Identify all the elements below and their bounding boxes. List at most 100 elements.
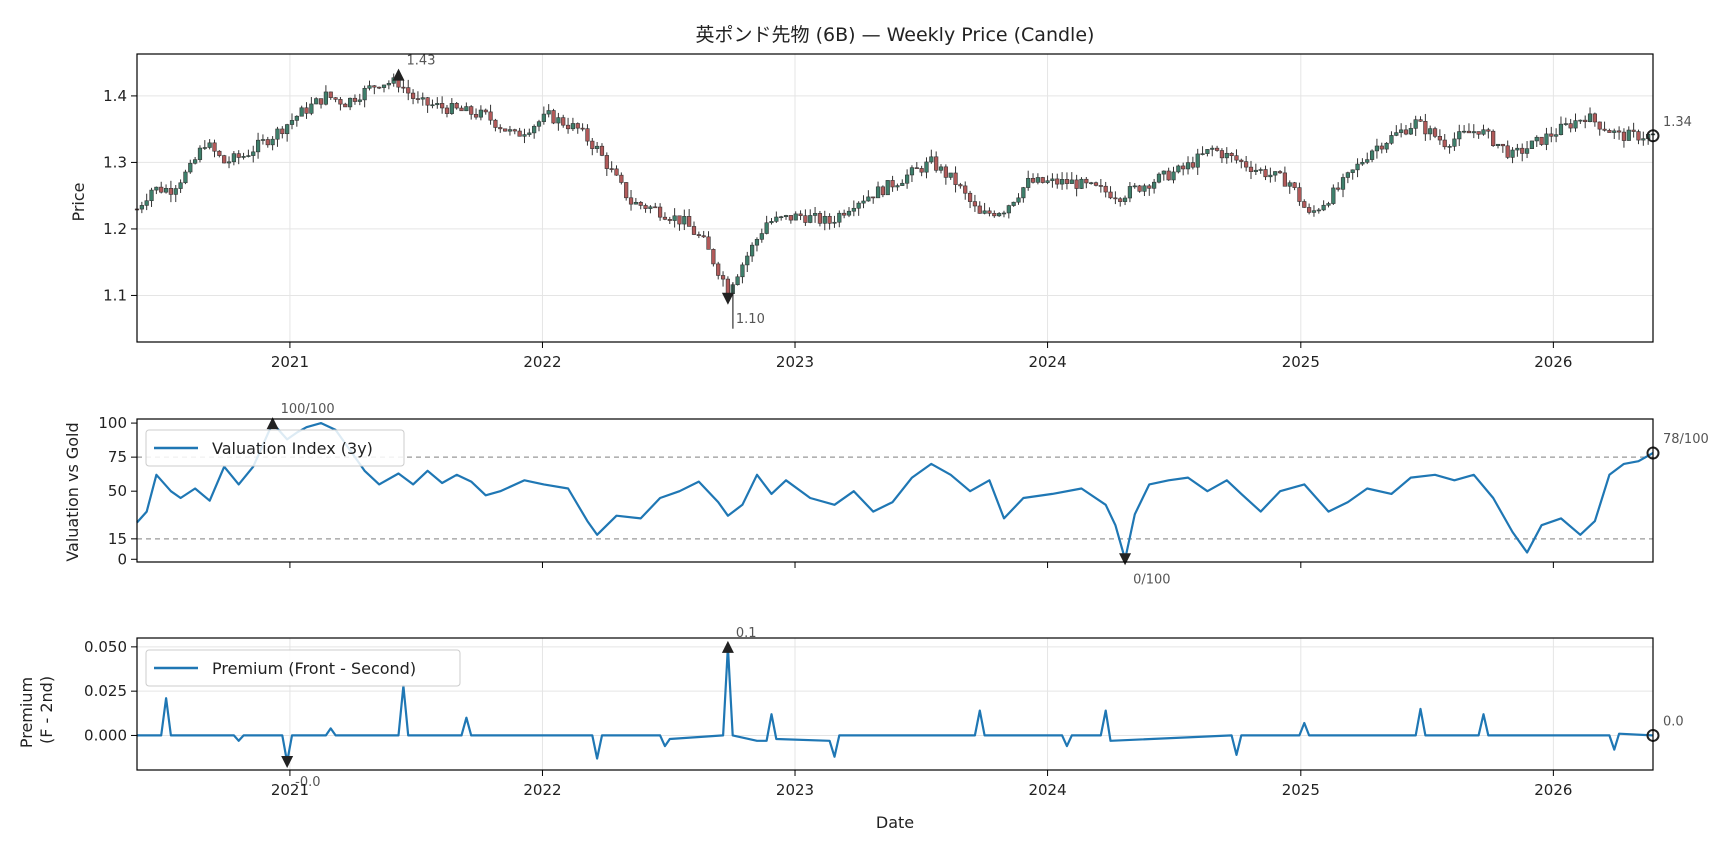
candle-body (977, 205, 982, 214)
candle-body (1040, 177, 1045, 183)
candle-body (1311, 210, 1317, 213)
candle-body (304, 107, 309, 114)
candle-body (624, 182, 629, 199)
price-annotations: 1.43 1.10 1.34 (392, 54, 1692, 327)
candle-body (1374, 145, 1380, 152)
candle-body (745, 255, 750, 266)
candle-body (507, 129, 513, 132)
price-y-tick-label: 1.3 (103, 153, 127, 171)
candle-body (687, 216, 692, 227)
candle-body (478, 109, 483, 118)
candle-body (1268, 174, 1273, 178)
candle-body (914, 167, 919, 169)
candle-body (827, 216, 832, 224)
candle-body (1602, 128, 1607, 131)
candle-body (1583, 119, 1588, 123)
candle-body (1205, 149, 1210, 154)
candle-body (251, 151, 256, 156)
candle-body (1239, 159, 1244, 162)
candle-body (1626, 129, 1631, 141)
candle-body (314, 98, 319, 105)
candle-body (740, 264, 745, 278)
candle-body (139, 205, 144, 210)
candle-body (168, 187, 174, 195)
candle-body (546, 110, 551, 115)
candle-body (570, 123, 576, 130)
candle-body (386, 83, 391, 86)
valuation-panel: Valuation vs Gold 100/100 0/100 78/100 0 15… (63, 402, 1709, 587)
candle-body (1316, 209, 1321, 212)
candle-body (493, 119, 498, 128)
candle-body (265, 139, 270, 146)
candle-body (997, 213, 1002, 217)
candle-body (1592, 113, 1597, 123)
candle-body (875, 186, 881, 199)
candle-body (909, 167, 915, 176)
price-chart-title: 英ポンド先物 (6B) — Weekly Price (Candle) (696, 24, 1095, 46)
candle-body (1185, 162, 1191, 170)
candle-body (197, 147, 203, 160)
candle-body (653, 206, 658, 209)
candle-body (628, 197, 634, 205)
premium-series-line (137, 645, 1654, 764)
premium-plot-frame (136, 637, 1654, 771)
candle-body (1631, 129, 1636, 132)
candle-body (885, 180, 890, 196)
valuation-max-marker (266, 417, 279, 430)
candle-body (929, 156, 934, 163)
candle-body (1045, 180, 1050, 183)
candle-body (972, 201, 978, 207)
valuation-legend: Valuation Index (3y) (145, 429, 405, 467)
candle-body (473, 114, 479, 118)
candle-body (595, 145, 600, 149)
candle-body (1084, 178, 1089, 184)
candle-body (750, 244, 755, 257)
premium-x-tick-label: 2023 (776, 781, 814, 799)
candle-body (1248, 166, 1254, 172)
candle-body (1500, 143, 1505, 147)
candle-body (793, 213, 798, 221)
candle-body (498, 127, 503, 130)
premium-x-tick-label: 2024 (1028, 781, 1066, 799)
candle-body (1360, 162, 1365, 165)
candle-body (1355, 163, 1360, 171)
candle-body (188, 162, 193, 173)
candle-body (1282, 172, 1287, 187)
candle-body (1612, 130, 1617, 133)
candle-body (1476, 131, 1481, 135)
candle-body (1093, 182, 1099, 186)
price-x-tick-label: 2021 (271, 353, 309, 371)
candle-body (1466, 130, 1472, 134)
candle-body (1544, 133, 1549, 145)
candle-body (202, 147, 207, 149)
valuation-plot-frame (136, 418, 1654, 563)
candle-body (1345, 172, 1350, 178)
candle-body (1578, 119, 1583, 122)
candle-body (919, 168, 924, 173)
candle-body (1079, 178, 1084, 189)
candle-body (958, 184, 963, 187)
price-x-tick-label: 2022 (523, 353, 561, 371)
candle-body (1621, 131, 1627, 141)
candle-body (231, 153, 236, 163)
candle-body (1563, 123, 1568, 125)
candle-body (774, 216, 779, 222)
candle-body (435, 103, 440, 106)
candle-body (425, 97, 430, 106)
premium-series (137, 645, 1654, 764)
candle-body (517, 130, 522, 137)
candle-body (643, 205, 648, 209)
price-min-marker (721, 292, 734, 305)
price-x-tick-label: 2025 (1282, 353, 1320, 371)
candle-body (1491, 130, 1496, 146)
candle-body (696, 234, 701, 236)
candle-body (880, 186, 885, 196)
candle-body (1423, 120, 1428, 135)
candle-body (1234, 155, 1239, 161)
candle-body (1108, 191, 1113, 199)
candle-body (1558, 123, 1564, 135)
candle-body (222, 155, 227, 164)
candle-body (871, 196, 876, 199)
premium-y-axis-label: Premium (F - 2nd) (17, 672, 56, 748)
candle-body (1050, 178, 1055, 182)
